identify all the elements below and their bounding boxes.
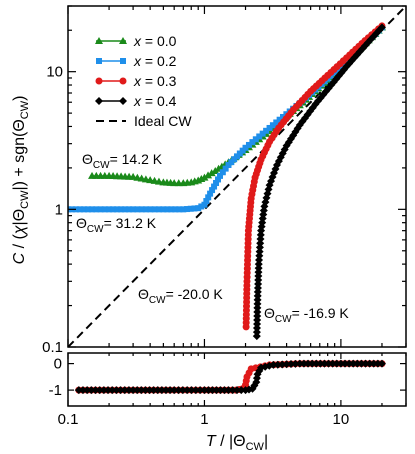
legend-entry-2: x = 0.3 <box>96 73 177 89</box>
legend-entry-1: x = 0.2 <box>96 53 177 69</box>
x-tick-label: 10 <box>333 411 350 428</box>
y-tick-label: 10 <box>46 64 63 81</box>
annotation-theta-200: ΘCW= -20.0 K <box>138 286 223 306</box>
annotation-theta-312: ΘCW= 31.2 K <box>76 215 157 235</box>
main-plot-data <box>65 6 406 347</box>
legend-label: x = 0.3 <box>133 73 177 89</box>
legend-marker <box>119 97 127 105</box>
legend-marker <box>95 97 103 105</box>
x-tick-label: 0.1 <box>58 411 79 428</box>
main-series-3 <box>253 23 386 340</box>
annotation-theta-169: ΘCW= -16.9 K <box>264 305 349 325</box>
annotation-theta-142: ΘCW= 14.2 K <box>82 151 163 171</box>
bottom-plot-data <box>75 360 386 395</box>
bottom-series-1-line <box>79 364 382 391</box>
legend-entry-3: x = 0.4 <box>95 93 177 109</box>
legend-entry-0: x = 0.0 <box>95 33 177 49</box>
legend-label: Ideal CW <box>134 113 192 129</box>
y-tick-label: 1 <box>55 201 63 218</box>
legend-label: x = 0.4 <box>133 93 177 109</box>
y-axis-title: C / (χ|ΘCW|) + sgn(ΘCW) <box>11 96 31 265</box>
legend: x = 0.0 x = 0.2 x = 0.3 x = 0.4 Ideal CW <box>95 33 192 129</box>
legend-marker <box>96 58 102 64</box>
bottom-y-tick-label: -1 <box>49 382 62 399</box>
main-series-1-line <box>68 27 382 209</box>
x-axis-title: T / |ΘCW| <box>206 433 268 453</box>
legend-marker <box>120 58 126 64</box>
bottom-series-0-line <box>79 364 382 391</box>
main-series-3-line <box>257 27 382 336</box>
legend-marker <box>96 78 103 85</box>
bottom-series-1 <box>75 360 386 395</box>
main-series-1 <box>65 24 385 212</box>
x-tick-label: 1 <box>200 411 208 428</box>
legend-marker <box>120 78 127 85</box>
main-series-2-line <box>246 26 382 327</box>
y-tick-label: 0.1 <box>42 339 63 356</box>
legend-label: x = 0.2 <box>133 53 177 69</box>
main-series-2 <box>243 22 386 330</box>
bottom-y-tick-label: 0 <box>54 356 62 373</box>
legend-entry-4: Ideal CW <box>96 113 192 129</box>
legend-label: x = 0.0 <box>133 33 177 49</box>
